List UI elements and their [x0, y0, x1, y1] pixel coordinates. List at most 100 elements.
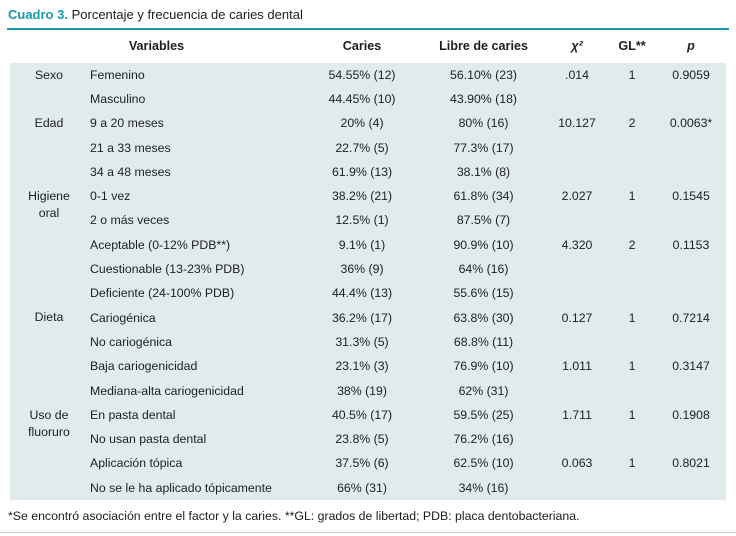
gl-cell: [608, 257, 656, 281]
variable-cell: 0-1 vez: [90, 189, 131, 204]
table-row: Higiene oral 0-1 vez 38.2% (21) 61.8% (34) 2…: [10, 184, 726, 220]
table-caption-text: Porcentaje y frecuencia de caries dental: [71, 7, 303, 22]
gl-cell: [608, 427, 656, 451]
gl-cell: 2: [628, 116, 636, 131]
gl-cell: [608, 135, 656, 159]
p-value-cell: 0.1545: [672, 189, 710, 204]
caries-cell: 22.7% (5): [335, 140, 389, 155]
caries-free-cell: 76.9% (10): [453, 359, 514, 374]
caries-free-cell: 63.8% (30): [453, 310, 514, 325]
caries-free-cell: 61.8% (34): [453, 189, 514, 204]
caries-table: Variables Caries Libre de caries χ² GL**…: [10, 29, 727, 500]
variable-cell: No usan pasta dental: [90, 432, 207, 447]
caries-cell: 44.4% (13): [331, 286, 393, 301]
table-row: No se le ha aplicado tópicamente 66% (31)…: [10, 476, 726, 500]
caries-free-cell: 87.5% (7): [456, 213, 511, 228]
p-value-cell: [656, 378, 726, 402]
gl-cell: 1: [628, 67, 636, 82]
group-label: Dieta: [34, 310, 64, 325]
chi-square-cell: [546, 160, 608, 184]
table-caption: Cuadro 3. Porcentaje y frecuencia de car…: [0, 0, 736, 23]
table-row: 2 o más veces 12.5% (1) 87.5% (7): [10, 208, 726, 232]
gl-cell: 1: [628, 407, 636, 422]
chi-square-cell: .014: [565, 67, 589, 82]
p-value-cell: [656, 208, 726, 232]
table-row: Masculino 44.45% (10) 43.90% (18): [10, 87, 726, 111]
table-row: Baja cariogenicidad 23.1% (3) 76.9% (10) 1.…: [10, 354, 726, 378]
p-value-cell: [656, 427, 726, 451]
header-row: Variables Caries Libre de caries χ² GL**…: [10, 29, 727, 63]
caries-cell: 66% (31): [337, 480, 387, 495]
variable-cell: Masculino: [90, 91, 146, 106]
group-label: Higiene oral: [28, 188, 70, 220]
chi-square-cell: [546, 257, 608, 281]
caries-free-cell: 90.9% (10): [453, 237, 514, 252]
table-row: Aplicación tópica 37.5% (6) 62.5% (10) 0.06…: [10, 451, 726, 475]
variable-cell: Femenino: [90, 67, 145, 82]
caries-cell: 20% (4): [340, 116, 384, 131]
p-value-cell: 0.1153: [672, 237, 710, 252]
chi-square-cell: 0.063: [561, 456, 593, 471]
p-value-cell: 0.7214: [672, 310, 710, 325]
caries-cell: 61.9% (13): [331, 164, 393, 179]
gl-cell: [608, 330, 656, 354]
caries-cell: 54.55% (12): [328, 67, 396, 82]
p-value-cell: 0.9059: [672, 67, 710, 82]
variable-cell: 9 a 20 meses: [90, 116, 164, 131]
caries-free-cell: 38.1% (8): [456, 164, 511, 179]
column-header-variables: Variables: [10, 29, 304, 63]
caries-cell: 40.5% (17): [331, 407, 393, 422]
accent-rule: [7, 28, 729, 30]
caries-cell: 38% (19): [337, 383, 387, 398]
gl-cell: 1: [628, 310, 636, 325]
variable-cell: 21 a 33 meses: [90, 140, 171, 155]
p-value-cell: 0.8021: [672, 456, 710, 471]
caries-cell: 37.5% (6): [335, 456, 389, 471]
chi-square-cell: [546, 476, 608, 500]
table-row: Aceptable (0-12% PDB**) 9.1% (1) 90.9% (10…: [10, 233, 726, 257]
caries-free-cell: 56.10% (23): [450, 67, 518, 82]
chi-square-cell: [546, 208, 608, 232]
chi-square-cell: [546, 330, 608, 354]
table-caption-number: Cuadro 3.: [8, 7, 68, 22]
chi-square-cell: 0.127: [561, 310, 593, 325]
caries-free-cell: 68.8% (11): [453, 334, 514, 349]
group-label: Sexo: [34, 67, 64, 82]
variable-cell: Deficiente (24-100% PDB): [90, 286, 235, 301]
p-value-cell: [656, 87, 726, 111]
variable-cell: 2 o más veces: [90, 213, 170, 228]
chi-square-cell: 10.127: [558, 116, 596, 131]
chi-square-cell: 1.711: [562, 407, 592, 422]
caries-cell: 44.45% (10): [328, 91, 396, 106]
column-header-chi-square: χ²: [546, 29, 609, 63]
variable-cell: Baja cariogenicidad: [90, 359, 198, 374]
chi-square-cell: 1.011: [562, 359, 592, 374]
p-value-cell: [656, 330, 726, 354]
p-value-cell: [656, 281, 726, 305]
gl-cell: 1: [628, 359, 636, 374]
gl-cell: 1: [628, 456, 636, 471]
caries-cell: 36.2% (17): [331, 310, 393, 325]
variable-cell: Mediana-alta cariogenicidad: [90, 383, 244, 398]
gl-cell: [608, 160, 656, 184]
chi-square-cell: 2.027: [561, 189, 593, 204]
gl-cell: [608, 87, 656, 111]
table-row: Edad 9 a 20 meses 20% (4) 80% (16) 10.127 2 0.…: [10, 111, 726, 135]
caries-cell: 23.8% (5): [335, 432, 389, 447]
caries-cell: 9.1% (1): [338, 237, 386, 252]
gl-cell: [608, 208, 656, 232]
caries-free-cell: 77.3% (17): [453, 140, 514, 155]
variable-cell: En pasta dental: [90, 407, 176, 422]
group-label: Uso de fluoruro: [28, 407, 70, 439]
p-value-cell: 0.3147: [672, 359, 710, 374]
p-value-cell: [656, 160, 726, 184]
table-footnote: *Se encontró asociación entre el factor …: [8, 508, 580, 523]
table-row: Mediana-alta cariogenicidad 38% (19) 62% (…: [10, 378, 726, 402]
p-value-cell: [656, 257, 726, 281]
caries-cell: 38.2% (21): [331, 189, 393, 204]
gl-cell: 2: [628, 237, 636, 252]
caries-cell: 23.1% (3): [335, 359, 389, 374]
table-row: Dieta Cariogénica 36.2% (17) 63.8% (30) 0.12…: [10, 305, 726, 329]
p-value-cell: [656, 476, 726, 500]
caries-free-cell: 76.2% (16): [453, 432, 514, 447]
